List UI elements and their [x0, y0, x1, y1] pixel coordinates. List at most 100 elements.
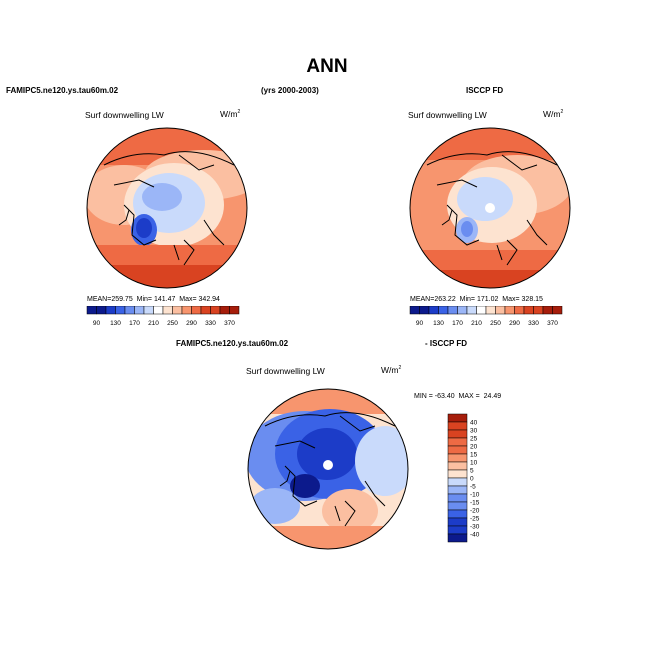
colorbar-cell [447, 517, 468, 527]
colorbar-cell [447, 453, 468, 463]
panel-obs-units: W/m2 [543, 109, 563, 119]
map-difference [247, 388, 409, 550]
header-years: (yrs 2000-2003) [261, 86, 319, 95]
colorbar-cell [495, 306, 506, 315]
colorbar-tick-label: 90 [93, 320, 101, 327]
colorbar-cell [447, 429, 468, 439]
colorbar-cell [447, 493, 468, 503]
colorbar-obs-cells [409, 306, 563, 315]
colorbar-tick-label: -30 [470, 524, 480, 531]
colorbar-tick-label: -20 [470, 508, 480, 515]
min-label: Min= [136, 296, 152, 303]
colorbar-obs: 90 130 170 210 250 290 330 370 [409, 306, 563, 327]
colorbar-cell [514, 306, 525, 315]
units-text: W/m [543, 109, 561, 119]
map-obs [409, 127, 571, 289]
colorbar-cell [457, 306, 468, 315]
units-exponent: 2 [560, 109, 564, 116]
colorbar-tick-label: 0 [470, 476, 474, 483]
colorbar-tick-label: -10 [470, 492, 480, 499]
colorbar-cell [191, 306, 202, 315]
colorbar-cell [210, 306, 221, 315]
stats-obs: MEAN=263.22 Min= 171.02 Max= 328.15 [410, 296, 543, 303]
colorbar-model-ticks: 90 130 170 210 250 290 330 370 [93, 320, 235, 327]
colorbar-tick-label: 15 [470, 452, 478, 459]
min-label: Min= [459, 296, 475, 303]
colorbar-cell [447, 525, 468, 535]
colorbar-tick-label: -25 [470, 516, 480, 523]
diff-header-obs: - ISCCP FD [425, 339, 468, 348]
colorbar-tick-label: 130 [110, 320, 121, 327]
max-label: Max= [179, 296, 197, 303]
colorbar-model-cells [86, 306, 240, 315]
panel-obs-label: Surf downwelling LW [408, 110, 487, 120]
colorbar-obs-ticks: 90 130 170 210 250 290 330 370 [416, 320, 558, 327]
colorbar-tick-label: 20 [470, 444, 478, 451]
colorbar-cell [419, 306, 430, 315]
colorbar-cell [229, 306, 240, 315]
stats-model: MEAN=259.75 Min= 141.47 Max= 342.94 [87, 296, 220, 303]
colorbar-tick-label: 40 [470, 420, 478, 427]
mean-value: 259.75 [111, 296, 133, 303]
diff-min-max: MIN = -63.40 MAX = 24.49 [414, 393, 502, 400]
colorbar-cell [428, 306, 439, 315]
colorbar-tick-label: 170 [129, 320, 140, 327]
colorbar-cell [447, 501, 468, 511]
colorbar-cell [134, 306, 145, 315]
colorbar-cell [533, 306, 544, 315]
colorbar-cell [523, 306, 534, 315]
colorbar-cell [447, 461, 468, 471]
colorbar-cell [447, 421, 468, 431]
panel-model-label: Surf downwelling LW [85, 110, 164, 120]
units-text: W/m [381, 365, 399, 375]
colorbar-cell [447, 485, 468, 495]
colorbar-cell [115, 306, 126, 315]
colorbar-cell [172, 306, 183, 315]
colorbar-cell [200, 306, 211, 315]
colorbar-tick-label: 370 [224, 320, 235, 327]
colorbar-cell [447, 477, 468, 487]
colorbar-cell [86, 306, 97, 315]
panel-diff-units: W/m2 [381, 365, 401, 375]
header-model-name: FAMIPC5.ne120.ys.tau60m.02 [6, 86, 119, 95]
colorbar-tick-label: 330 [528, 320, 539, 327]
colorbar-tick-label: -15 [470, 500, 480, 507]
colorbar-tick-label: 90 [416, 320, 424, 327]
colorbar-cell [447, 469, 468, 479]
mean-label: MEAN= [410, 296, 435, 303]
mean-label: MEAN= [87, 296, 112, 303]
colorbar-cell [476, 306, 487, 315]
header-obs-name: ISCCP FD [466, 86, 504, 95]
map-model [86, 127, 248, 289]
min-value: 171.02 [476, 296, 499, 303]
panel-model-units: W/m2 [220, 109, 240, 119]
colorbar-tick-label: 330 [205, 320, 216, 327]
min-value: 141.47 [153, 296, 176, 303]
colorbar-cell [485, 306, 496, 315]
colorbar-tick-label: 250 [167, 320, 178, 327]
colorbar-cell [466, 306, 477, 315]
page-title: ANN [306, 56, 348, 77]
units-exponent: 2 [237, 109, 241, 116]
colorbar-tick-label: 250 [490, 320, 501, 327]
colorbar-cell [124, 306, 135, 315]
colorbar-tick-label: 10 [470, 460, 478, 467]
colorbar-cell [143, 306, 154, 315]
colorbar-tick-label: 30 [470, 428, 478, 435]
units-exponent: 2 [398, 365, 402, 372]
colorbar-tick-label: 130 [433, 320, 444, 327]
colorbar-tick-label: 25 [470, 436, 478, 443]
colorbar-tick-label: -40 [470, 532, 480, 539]
diff-header-model: FAMIPC5.ne120.ys.tau60m.02 [176, 339, 289, 348]
colorbar-tick-label: 170 [452, 320, 463, 327]
colorbar-cell [447, 445, 468, 455]
colorbar-tick-label: 210 [148, 320, 159, 327]
colorbar-cell [504, 306, 515, 315]
colorbar-cell [219, 306, 230, 315]
colorbar-cell [447, 437, 468, 447]
colorbar-cell [447, 306, 458, 315]
max-value: 328.15 [521, 296, 543, 303]
colorbar-cell [105, 306, 116, 315]
